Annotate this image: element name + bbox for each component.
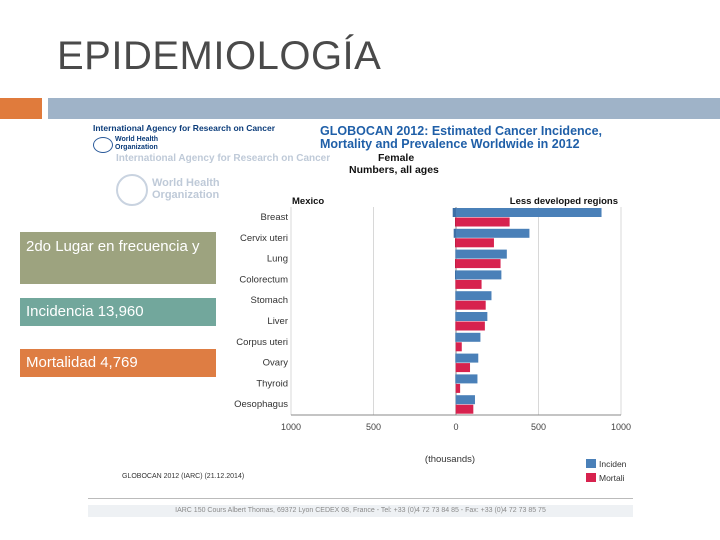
- bar-mexico-incidence: [452, 208, 456, 217]
- bar-incidence: [456, 291, 492, 301]
- bar-mexico-incidence: [455, 291, 456, 301]
- bar-mortality: [456, 217, 510, 227]
- bar-mortality: [456, 363, 471, 373]
- bar-incidence: [456, 249, 507, 259]
- bar-mortality: [456, 342, 462, 352]
- category-label: Stomach: [251, 295, 289, 306]
- bar-mexico-incidence: [455, 312, 456, 321]
- bar-mexico-incidence: [453, 228, 456, 238]
- category-label: Cervix uteri: [240, 233, 288, 244]
- bar-incidence: [456, 208, 602, 217]
- who-logo-icon: [93, 137, 113, 153]
- chart-subtitle: Female: [378, 152, 415, 164]
- accent-bar-blue: [48, 98, 720, 119]
- bar-mexico-mortality: [455, 300, 456, 310]
- x-tick-label: 1000: [281, 422, 301, 432]
- bar-incidence: [456, 228, 530, 238]
- bar-mortality: [456, 383, 461, 393]
- x-tick-label: 0: [453, 422, 458, 432]
- bar-mexico-incidence: [455, 270, 456, 280]
- chart-subtitle-2: Numbers, all ages: [349, 164, 439, 176]
- slide-title: EPIDEMIOLOGÍA: [57, 34, 382, 78]
- x-tick-label: 500: [366, 422, 381, 432]
- accent-bar-orange: [0, 98, 42, 119]
- bar-mexico-mortality: [455, 259, 456, 269]
- category-label: Thyroid: [256, 378, 288, 389]
- info-box-frequency: 2do Lugar en frecuencia y: [20, 232, 216, 284]
- panel-title-mexico: Mexico: [292, 196, 324, 207]
- bar-incidence: [456, 353, 479, 363]
- bar-mexico-mortality: [455, 279, 456, 289]
- category-label: Colorectum: [239, 274, 288, 285]
- legend-label-mortality: Mortali: [599, 473, 625, 483]
- bar-mexico-incidence: [455, 332, 456, 342]
- bar-mortality: [456, 259, 501, 269]
- legend-swatch-mortality: [586, 473, 596, 482]
- legend-swatch-incidence: [586, 459, 596, 468]
- bar-mexico-mortality: [455, 321, 456, 331]
- bar-incidence: [456, 395, 475, 405]
- category-label: Lung: [267, 254, 288, 265]
- category-label: Breast: [261, 212, 289, 223]
- x-tick-label: 500: [531, 422, 546, 432]
- category-label: Oesophagus: [234, 399, 288, 410]
- iarc-header: International Agency for Research on Can…: [93, 123, 276, 133]
- x-tick-label: 1000: [611, 422, 631, 432]
- bar-mortality: [456, 321, 485, 331]
- bar-incidence: [456, 270, 502, 280]
- globocan-title: GLOBOCAN 2012: Estimated Cancer Incidenc…: [320, 124, 603, 151]
- bar-mortality: [456, 300, 486, 310]
- bar-mexico-incidence: [455, 249, 456, 259]
- info-box-mortality: Mortalidad 4,769: [20, 349, 216, 377]
- faded-who-logo-icon: [116, 174, 148, 206]
- faded-who-watermark: World Health Organization: [152, 177, 220, 201]
- footer-address: IARC 150 Cours Albert Thomas, 69372 Lyon…: [88, 505, 633, 517]
- who-header: World Health Organization: [115, 136, 159, 151]
- bar-incidence: [456, 312, 488, 321]
- bar-mexico-mortality: [455, 217, 456, 227]
- bar-mexico-incidence: [455, 353, 456, 363]
- footer-divider: [88, 498, 633, 499]
- bar-incidence: [456, 332, 481, 342]
- legend-label-incidence: Inciden: [599, 459, 627, 469]
- panel-title-regions: Less developed regions: [510, 196, 618, 207]
- bar-mortality: [456, 404, 474, 414]
- bar-mexico-incidence: [455, 374, 456, 384]
- category-label: Liver: [267, 316, 288, 327]
- faded-iarc-watermark: International Agency for Research on Can…: [116, 153, 331, 164]
- bar-mexico-mortality: [455, 238, 456, 248]
- category-label: Corpus uteri: [236, 337, 288, 348]
- bar-incidence: [456, 374, 478, 384]
- info-box-incidence: Incidencia 13,960: [20, 298, 216, 326]
- bar-mortality: [456, 238, 494, 248]
- x-axis-label: (thousands): [425, 454, 475, 465]
- footer-source: GLOBOCAN 2012 (IARC) (21.12.2014): [122, 473, 245, 480]
- category-label: Ovary: [263, 358, 289, 369]
- bar-mortality: [456, 279, 482, 289]
